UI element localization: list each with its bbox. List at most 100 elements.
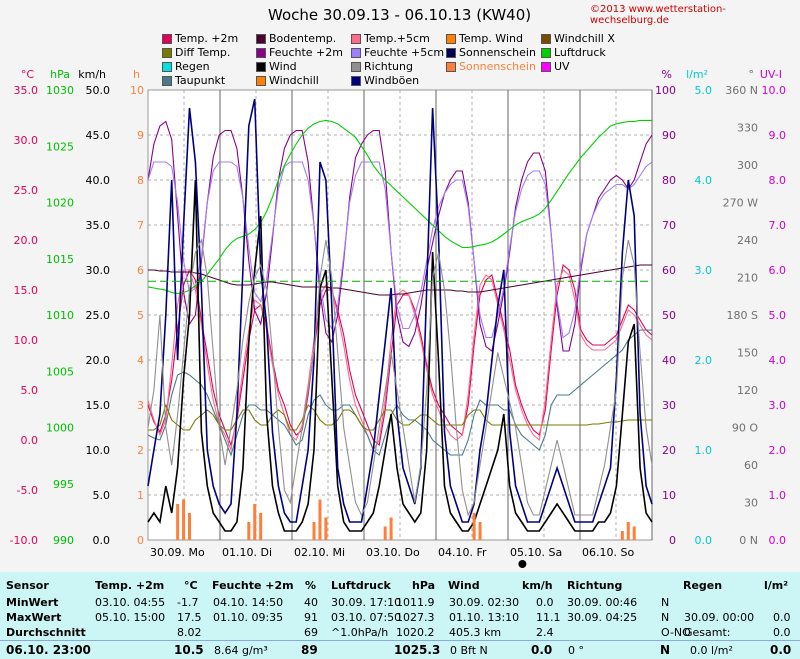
y-tick-label-humidity-pct: 60 <box>662 264 676 277</box>
y-tick-label-humidity-pct: 100 <box>655 84 676 97</box>
series-sonnenschein-bar <box>389 517 393 540</box>
y-tick-label-sunshine-h: 0 <box>137 534 144 547</box>
y-tick-label-wind-kmh: 25.0 <box>86 309 111 322</box>
y-tick-label-wind-kmh: 30.0 <box>86 264 111 277</box>
legend-swatch <box>446 47 456 58</box>
y-tick-label-rain-l: 4.0 <box>695 174 713 187</box>
current-druck: 1025.3 <box>394 643 441 657</box>
legend-item: Temp.+5cm <box>351 32 430 45</box>
y-tick-label-temperature-c: 20.0 <box>14 234 39 247</box>
legend-label: Diff Temp. <box>175 46 231 59</box>
series-sonnenschein-bar <box>188 513 192 540</box>
series-sonnenschein-bar <box>478 522 482 540</box>
y-tick-label-pressure-hpa: 990 <box>53 534 74 547</box>
table-cell-richtung-val: O-NO <box>661 626 691 639</box>
legend-swatch <box>162 33 172 44</box>
legend-swatch <box>256 61 266 72</box>
y-axis-unit-humidity-pct: % <box>662 68 672 81</box>
y-tick-label-humidity-pct: 40 <box>662 354 676 367</box>
y-tick-label-wind-kmh: 35.0 <box>86 219 111 232</box>
legend-swatch <box>351 33 361 44</box>
legend-item: Luftdruck <box>541 46 606 59</box>
legend-swatch <box>162 47 172 58</box>
y-tick-label-uv-index: 10.0 <box>762 84 787 97</box>
series-sonnenschein-bar <box>620 531 624 540</box>
header-regen-unit: l/m² <box>764 579 789 592</box>
header-wind: Wind <box>448 579 480 592</box>
table-cell-druck-time: 30.09. 17:10 <box>331 596 402 609</box>
chart-title: Woche 30.09.13 - 06.10.13 (KW40) <box>268 6 532 24</box>
table-cell-feuchte-time: 01.10. 09:35 <box>213 611 284 624</box>
table-cell-feuchte-val: 69 <box>304 626 318 639</box>
current-wind: 0.0 <box>531 643 553 657</box>
y-tick-label-direction-deg: 30 <box>744 497 758 510</box>
table-cell-richtung-time: 30.09. 00:46 <box>567 596 638 609</box>
y-tick-label-pressure-hpa: 1030 <box>46 84 74 97</box>
table-cell-regen-time: 30.09. 00:00 <box>684 611 755 624</box>
legend-item: UV <box>541 60 570 73</box>
legend-item: Sonnenschein <box>446 46 536 59</box>
y-tick-label-sunshine-h: 10 <box>130 84 144 97</box>
table-cell-feuchte-time: 04.10. 14:50 <box>213 596 284 609</box>
legend-item: Diff Temp. <box>162 46 230 59</box>
y-axis-unit-uv-index: UV-I <box>760 68 782 81</box>
header-regen: Regen <box>683 579 723 592</box>
table-cell-label: MaxWert <box>6 611 62 624</box>
table-cell-regen-time: Gesamt: <box>684 626 731 639</box>
y-tick-label-pressure-hpa: 1010 <box>46 309 74 322</box>
y-axis-unit-rain-l: l/m² <box>686 68 708 81</box>
y-tick-label-humidity-pct: 90 <box>662 129 676 142</box>
x-tick-label: 02.10. Mi <box>294 546 345 559</box>
series-luftdruck-line <box>147 119 652 295</box>
y-tick-label-temperature-c: -10.0 <box>10 534 38 547</box>
y-tick-label-temperature-c: 35.0 <box>14 84 39 97</box>
y-tick-label-direction-deg: 270 W <box>723 197 758 210</box>
header-richtung: Richtung <box>567 579 623 592</box>
x-tick-label: 06.10. So <box>582 546 634 559</box>
legend-item: Feuchte +5cm <box>351 46 444 59</box>
legend-swatch <box>162 75 172 86</box>
legend-item: Regen <box>162 60 210 73</box>
stats-table: Sensor Temp. +2m °C Feuchte +2m % Luftdr… <box>0 572 800 659</box>
y-tick-label-temperature-c: 30.0 <box>14 134 39 147</box>
table-cell-druck-time: ^1.0hPa/h <box>331 626 389 639</box>
legend-swatch <box>541 47 551 58</box>
y-tick-label-uv-index: 1.0 <box>769 489 787 502</box>
legend-item: Bodentemp. <box>256 32 336 45</box>
series-sonnenschein-bar <box>259 513 263 540</box>
current-wind-sub: 0 Bft N <box>450 644 488 657</box>
y-tick-label-uv-index: 7.0 <box>769 219 787 232</box>
legend-label: Feuchte +5cm <box>364 46 445 59</box>
table-cell-druck-val: 1011.9 <box>396 596 435 609</box>
y-tick-label-temperature-c: 5.0 <box>21 384 39 397</box>
marker-dot <box>518 560 527 568</box>
y-tick-label-sunshine-h: 8 <box>137 174 144 187</box>
y-tick-label-rain-l: 5.0 <box>695 84 713 97</box>
y-tick-label-wind-kmh: 10.0 <box>86 444 111 457</box>
current-temp: 10.5 <box>174 643 204 657</box>
y-tick-label-humidity-pct: 30 <box>662 399 676 412</box>
y-tick-label-uv-index: 6.0 <box>769 264 787 277</box>
legend-label: Temp. +2m <box>175 32 239 45</box>
series-sonnenschein-bar <box>472 513 476 540</box>
y-tick-label-pressure-hpa: 1000 <box>46 422 74 435</box>
legend-item: Windchill <box>256 74 319 87</box>
series-sonnenschein-bar <box>318 499 322 540</box>
y-tick-label-direction-deg: 330 <box>737 122 758 135</box>
legend-label: Windchill X <box>554 32 615 45</box>
table-cell-regen-val: 0.0 <box>773 611 791 624</box>
y-tick-label-sunshine-h: 7 <box>137 219 144 232</box>
legend-label: Luftdruck <box>554 46 606 59</box>
legend-swatch <box>351 47 361 58</box>
legend-item: Taupunkt <box>162 74 225 87</box>
legend-item: Temp. Wind <box>446 32 523 45</box>
y-tick-label-sunshine-h: 4 <box>137 354 144 367</box>
table-cell-druck-time: 03.10. 07:50 <box>331 611 402 624</box>
header-luftdruck-unit: hPa <box>412 579 436 592</box>
legend-label: Windböen <box>364 74 420 87</box>
y-tick-label-wind-kmh: 50.0 <box>86 84 111 97</box>
x-tick-label: 30.09. Mo <box>150 546 205 559</box>
x-tick-label: 04.10. Fr <box>438 546 487 559</box>
legend-label: Bodentemp. <box>269 32 337 45</box>
